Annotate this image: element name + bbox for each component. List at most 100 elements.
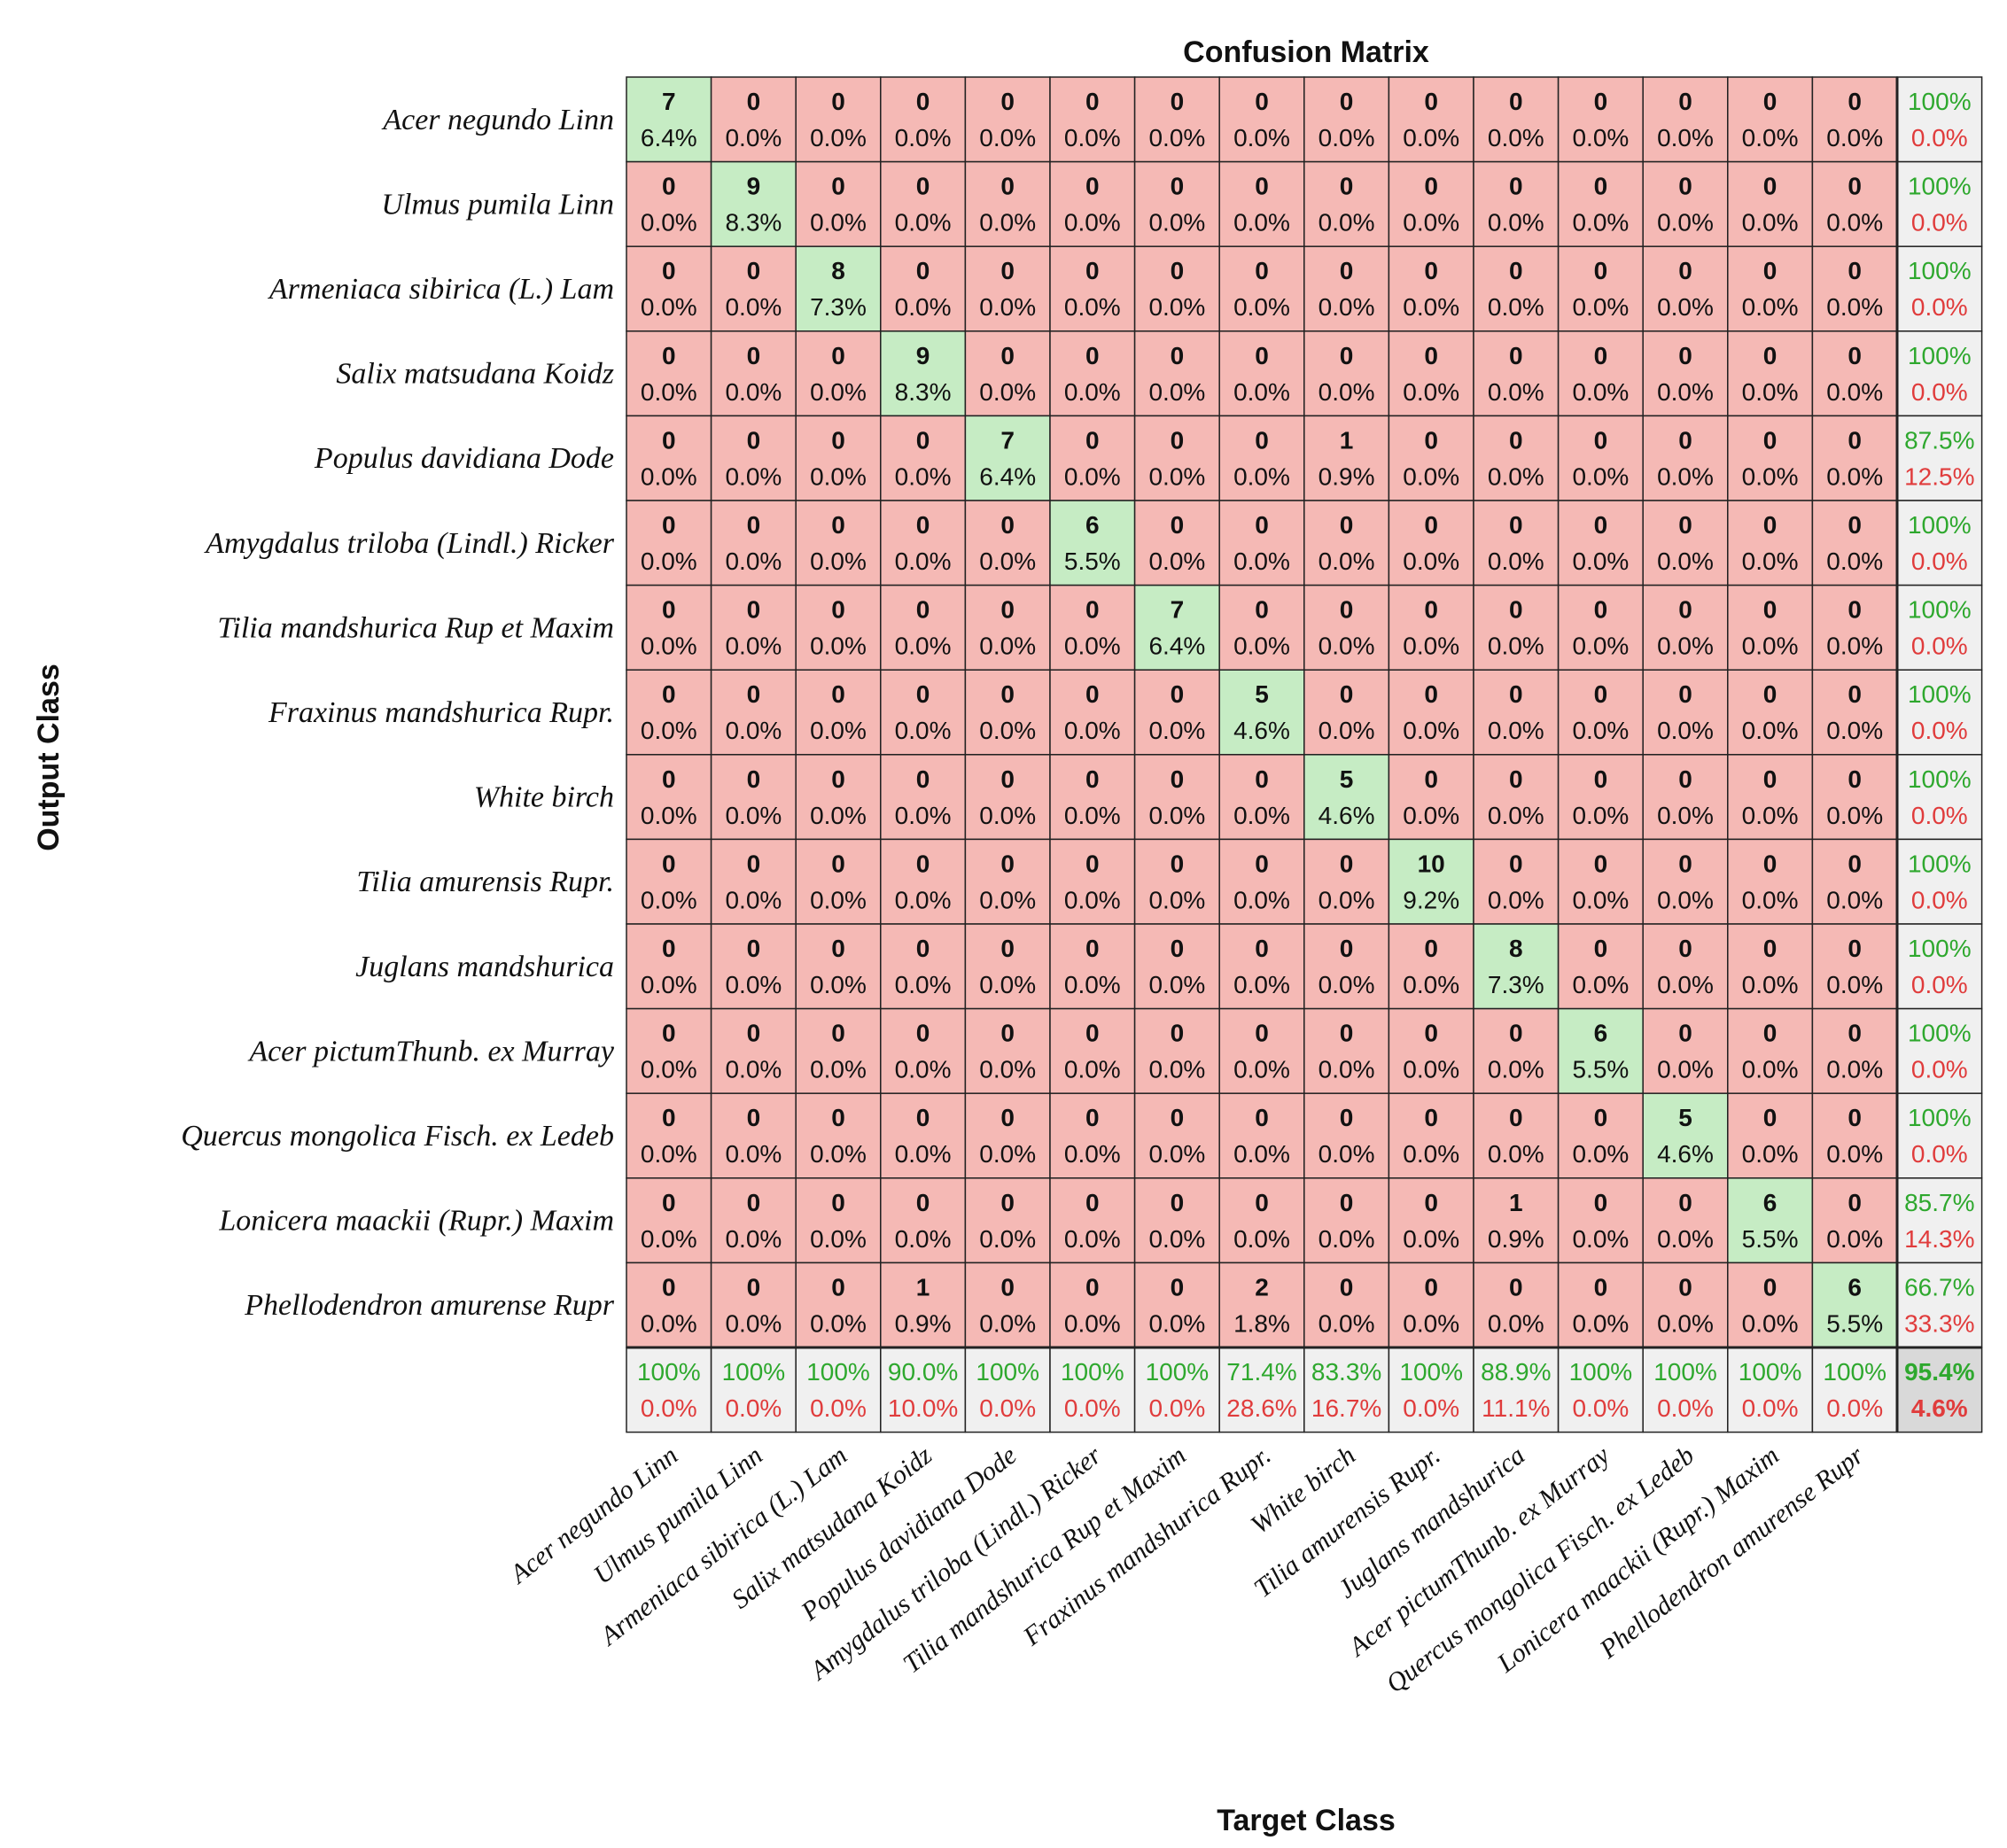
matrix-cell [1388,1092,1474,1179]
cell-count: 0 [662,935,676,962]
cell-count: 0 [1509,173,1523,200]
row-stat-cell [1896,754,1983,841]
cell-count: 0 [1848,1104,1862,1131]
matrix-cell [1049,1262,1136,1348]
cell-percent: 0.0% [1403,293,1459,321]
cell-count: 0 [1848,1189,1862,1216]
cell-percent: 0.0% [810,971,867,998]
cell-percent: 0.0% [641,1140,697,1168]
cell-percent: 0.0% [1488,717,1544,744]
cell-count: 0 [1763,511,1778,539]
cell-percent: 0.0% [1572,293,1629,321]
matrix-cell [626,160,712,247]
cell-percent: 0.0% [979,293,1036,321]
cell-percent: 0.0% [1233,547,1290,575]
matrix-cell [1133,245,1220,332]
col-error: 16.7% [1311,1394,1381,1422]
matrix-cell [1811,669,1898,756]
cell-count: 0 [1000,765,1015,793]
cell-count: 0 [916,1020,930,1047]
row-error: 0.0% [1911,378,1968,406]
matrix-cell [1218,76,1305,163]
cell-percent: 0.0% [641,971,697,998]
col-error: 0.0% [810,1394,867,1422]
cell-percent: 0.0% [979,1309,1036,1337]
cell-count: 0 [831,765,845,793]
cell-percent: 0.0% [810,1140,867,1168]
cell-count: 0 [1171,342,1185,369]
row-label: Acer negundo Linn [381,104,614,136]
cell-count: 0 [1678,850,1692,877]
cell-count: 0 [1509,1104,1523,1131]
cell-count: 0 [1763,173,1778,200]
matrix-cell [1133,584,1220,671]
row-error: 12.5% [1904,462,1974,490]
cell-percent: 0.0% [725,293,782,321]
cell-percent: 0.0% [895,717,952,744]
row-stat-cell [1896,1262,1983,1348]
matrix-cell [1811,245,1898,332]
cell-percent: 7.3% [1488,971,1544,998]
row-label: Tilia mandshurica Rup et Maxim [217,611,614,644]
matrix-cell [626,1007,712,1094]
cell-count: 0 [747,935,761,962]
cell-count: 0 [916,765,930,793]
matrix-cell [964,245,1051,332]
row-precision: 100% [1908,935,1972,962]
cell-percent: 0.0% [1403,633,1459,660]
cell-percent: 0.0% [725,547,782,575]
cell-count: 0 [1678,596,1692,624]
cell-count: 0 [662,680,676,708]
cell-count: 10 [1418,850,1445,877]
cell-count: 0 [1000,850,1015,877]
col-recall: 100% [722,1358,786,1386]
cell-percent: 0.0% [1657,1309,1714,1337]
cell-count: 0 [1678,88,1692,115]
cell-count: 1 [1340,426,1354,454]
cell-count: 0 [1085,88,1100,115]
matrix-cell [795,1092,882,1179]
cell-percent: 0.0% [1403,547,1459,575]
matrix-cell [795,838,882,925]
cell-percent: 0.0% [895,1140,952,1168]
cell-count: 0 [1763,257,1778,284]
cell-count: 0 [1255,1189,1269,1216]
cell-count: 0 [747,1020,761,1047]
matrix-cell [1133,838,1220,925]
matrix-cell [1133,160,1220,247]
row-precision: 85.7% [1904,1189,1974,1216]
cell-count: 0 [916,511,930,539]
cell-count: 0 [1848,1020,1862,1047]
cell-count: 0 [1000,935,1015,962]
row-label: White birch [474,781,614,814]
cell-count: 0 [1340,1273,1354,1301]
cell-percent: 0.0% [641,547,697,575]
cell-percent: 0.0% [1403,209,1459,237]
cell-percent: 0.0% [1488,633,1544,660]
col-error: 0.0% [725,1394,782,1422]
matrix-cell [1218,1262,1305,1348]
matrix-cell [1049,330,1136,417]
matrix-cell [1303,584,1390,671]
cell-count: 0 [1509,1020,1523,1047]
cell-percent: 0.0% [1233,633,1290,660]
col-recall: 100% [1823,1358,1886,1386]
matrix-cell [1303,1177,1390,1264]
cell-count: 0 [1678,1189,1692,1216]
cell-count: 1 [1509,1189,1523,1216]
cell-percent: 0.0% [979,1225,1036,1253]
cell-percent: 0.0% [1572,378,1629,406]
matrix-cell [964,330,1051,417]
row-precision: 100% [1908,88,1972,115]
cell-count: 0 [916,173,930,200]
cell-percent: 0.9% [895,1309,952,1337]
cell-count: 0 [1255,257,1269,284]
cell-count: 0 [1255,88,1269,115]
cell-count: 6 [1763,1189,1778,1216]
matrix-cell [964,415,1051,501]
cell-count: 0 [1763,596,1778,624]
matrix-cell [626,1177,712,1264]
cell-count: 0 [1594,596,1608,624]
cell-count: 0 [1255,850,1269,877]
cell-count: 0 [831,1189,845,1216]
